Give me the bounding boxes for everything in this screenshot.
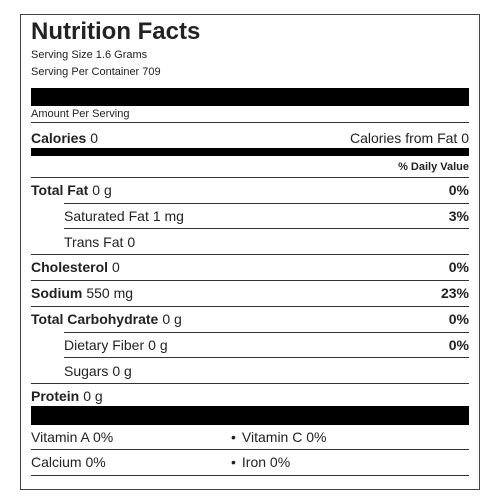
nutrient-name: Trans Fat <box>64 233 124 250</box>
daily-value: 0% <box>448 336 469 353</box>
vitamin-row: Vitamin A 0% Vitamin C 0% <box>31 427 469 447</box>
divider <box>31 305 469 307</box>
thick-bar <box>31 406 469 425</box>
nutrient-amount: 0 <box>112 259 120 276</box>
thick-bar <box>31 88 469 106</box>
vitamin-row: Calcium 0% Iron 0% <box>31 452 469 472</box>
nutrient-name: Sodium <box>31 285 83 302</box>
nutrient-row: Cholesterol 0 0% <box>31 257 469 277</box>
divider <box>31 475 469 476</box>
nutrient-row: Sodium 550 mg 23% <box>31 283 469 303</box>
nutrient-row: Total Carbohydrate 0 g 0% <box>31 309 469 329</box>
nutrient: Dietary Fiber 0 g <box>31 335 168 355</box>
title: Nutrition Facts <box>31 18 201 45</box>
calories-label: Calories <box>31 130 87 146</box>
nutrient: Saturated Fat 1 mg <box>31 206 184 226</box>
nutrient-amount: 0 <box>127 233 136 250</box>
nutrient: Total Carbohydrate 0 g <box>31 309 182 329</box>
divider <box>31 122 469 123</box>
nutrient-name: Sugars <box>64 362 109 379</box>
nutrient: Sugars 0 g <box>31 361 132 381</box>
servings-per-container: Serving Per Container 709 <box>31 66 161 78</box>
nutrient-amount: 0 g <box>162 311 182 327</box>
thick-bar <box>31 148 469 156</box>
nutrient-amount: 0 g <box>92 182 112 198</box>
calories: Calories 0 <box>31 128 98 148</box>
calories-from-fat: Calories from Fat 0 <box>349 130 469 146</box>
nutrient: Cholesterol 0 <box>31 257 120 277</box>
nutrient: Trans Fat 0 <box>31 232 135 252</box>
daily-value: 0% <box>448 311 469 327</box>
vitamin: Iron 0% <box>231 452 290 472</box>
nutrient-amount: 550 mg <box>86 285 134 302</box>
daily-value: 0% <box>448 259 469 276</box>
nutrient-row: Sugars 0 g <box>31 361 469 381</box>
nutrient: Sodium 550 mg <box>31 283 133 303</box>
divider <box>31 383 469 385</box>
amount-per-serving: Amount Per Serving <box>31 108 130 120</box>
nutrient: Protein 0 g <box>31 386 103 406</box>
nutrient-row: Saturated Fat 1 mg 3% <box>31 206 469 226</box>
divider <box>64 202 469 204</box>
nutrient-amount: 0 g <box>112 362 132 379</box>
daily-value-header: % Daily Value <box>398 161 469 173</box>
nutrient-row: Trans Fat 0 <box>31 232 469 252</box>
vitamin: Vitamin C 0% <box>231 427 327 447</box>
divider <box>64 357 469 359</box>
nutrient: Total Fat 0 g <box>31 180 112 200</box>
nutrient-name: Total Fat <box>31 182 89 198</box>
label-border <box>20 14 480 490</box>
serving-size: Serving Size 1.6 Grams <box>31 49 148 61</box>
nutrient-row: Total Fat 0 g 0% <box>31 180 469 200</box>
vitamin: Vitamin A 0% <box>31 429 114 445</box>
vitamin: Calcium 0% <box>31 454 106 470</box>
nutrient-name: Saturated Fat <box>64 207 149 224</box>
nutrient-row: Dietary Fiber 0 g 0% <box>31 335 469 355</box>
nutrient-row: Protein 0 g <box>31 386 469 406</box>
nutrient-name: Protein <box>31 388 80 405</box>
daily-value: 0% <box>448 182 469 198</box>
divider <box>31 449 469 450</box>
nutrient-amount: 1 mg <box>152 207 184 224</box>
nutrient-name: Dietary Fiber <box>64 336 145 353</box>
nutrient-amount: 0 g <box>148 336 168 353</box>
calories-value: 0 <box>90 130 99 146</box>
divider <box>64 331 469 333</box>
nutrient-name: Cholesterol <box>31 259 109 276</box>
divider <box>31 177 469 178</box>
nutrient-name: Total Carbohydrate <box>31 311 159 327</box>
nutrient-amount: 0 g <box>83 388 103 405</box>
calories-row: Calories 0 Calories from Fat 0 <box>31 128 469 148</box>
divider <box>64 228 469 230</box>
daily-value: 23% <box>440 285 469 302</box>
daily-value: 3% <box>448 207 469 224</box>
divider <box>31 254 469 256</box>
divider <box>31 279 469 281</box>
